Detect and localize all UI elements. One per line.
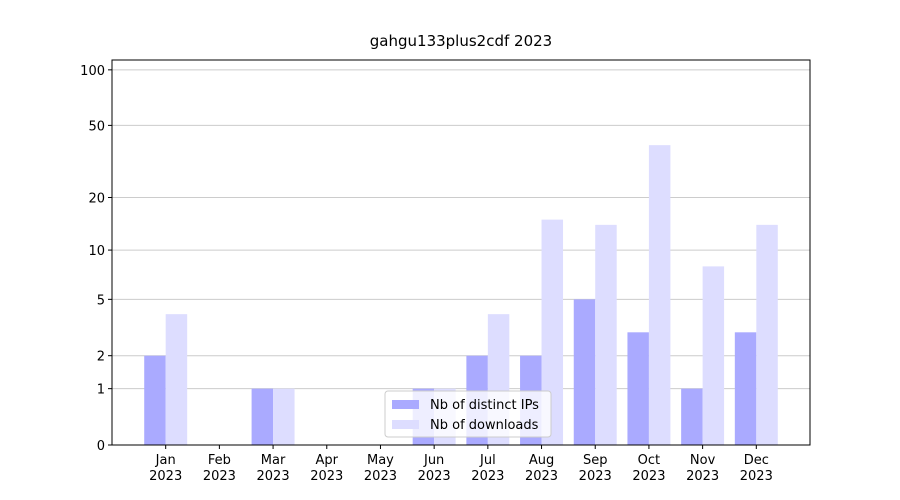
bar [702, 266, 725, 445]
bar [648, 145, 671, 446]
x-tick-label: Aug 2023 [524, 453, 559, 484]
bar [273, 388, 295, 445]
x-tick-label: Feb 2023 [202, 453, 236, 484]
y-tick-label: 2 [97, 350, 105, 365]
legend-label: Nb of downloads [430, 418, 539, 433]
bar [541, 219, 564, 445]
x-tick-label: Nov 2023 [686, 453, 720, 484]
legend-swatch [392, 420, 419, 429]
bar [681, 388, 703, 445]
chart-title: gahgu133plus2cdf 2023 [370, 32, 552, 50]
legend-swatch [392, 400, 419, 409]
x-tick-label: Apr 2023 [310, 453, 344, 484]
x-tick-label: Oct 2023 [632, 453, 666, 484]
x-tick-label: Jan 2023 [149, 453, 183, 484]
bar [734, 332, 757, 445]
y-tick-label: 5 [97, 293, 105, 308]
bar [595, 224, 617, 445]
x-tick-label: May 2023 [363, 453, 397, 484]
x-tick-label: Mar 2023 [256, 453, 290, 484]
y-tick-label: 0 [97, 439, 105, 454]
y-tick-label: 100 [80, 64, 105, 79]
legend-label: Nb of distinct IPs [430, 398, 539, 413]
y-tick-label: 50 [88, 119, 105, 134]
legend-box [384, 390, 552, 438]
bar [573, 299, 596, 445]
bar [627, 332, 649, 445]
y-tick-label: 1 [97, 383, 105, 398]
y-tick-label: 20 [88, 192, 105, 207]
y-tick-label: 10 [88, 244, 105, 259]
bar [251, 388, 274, 445]
legend: Nb of distinct IPs Nb of downloads [384, 390, 552, 438]
plot-frame [111, 59, 811, 446]
x-tick-label: Jul 2023 [471, 453, 505, 484]
x-tick-label: Sep 2023 [578, 453, 612, 484]
x-tick-label: Dec 2023 [739, 453, 773, 484]
bar [165, 314, 188, 445]
bar [756, 224, 778, 445]
bar [144, 355, 166, 445]
x-tick-label: Jun 2023 [417, 453, 451, 484]
